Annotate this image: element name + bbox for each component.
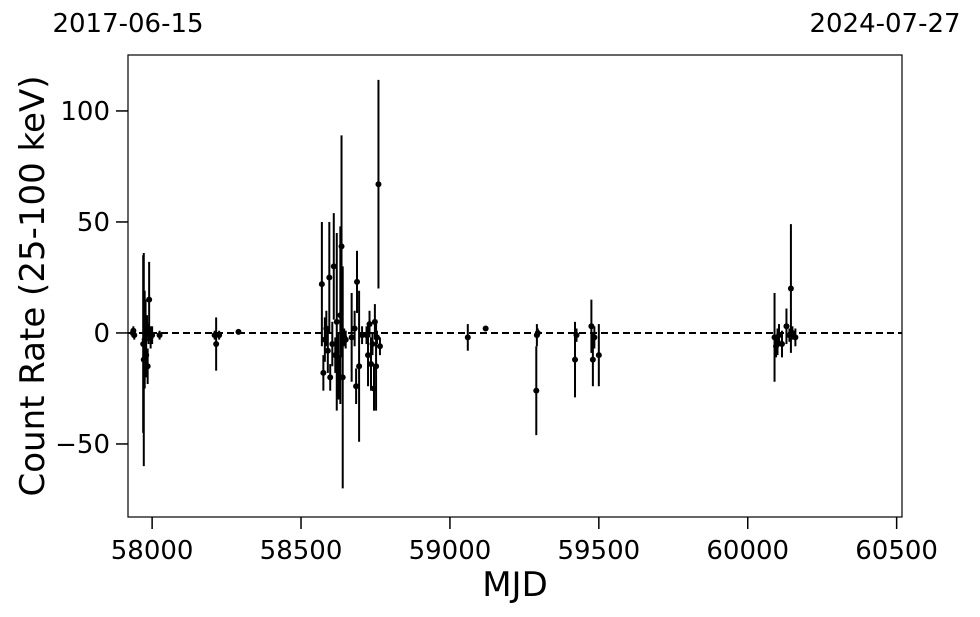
- data-point: [373, 363, 380, 370]
- x-axis-label: MJD: [482, 565, 548, 605]
- data-point: [464, 334, 471, 341]
- data-point: [131, 332, 138, 339]
- data-point: [589, 356, 596, 363]
- data-point: [329, 341, 336, 348]
- data-point: [376, 343, 383, 350]
- data-point: [348, 334, 355, 341]
- data-point: [789, 329, 796, 336]
- data-point: [365, 352, 372, 359]
- data-point: [144, 363, 151, 370]
- data-point: [375, 181, 382, 188]
- data-point: [573, 332, 580, 339]
- data-point: [356, 363, 363, 370]
- data-point: [368, 361, 375, 368]
- data-point: [533, 387, 540, 394]
- data-point: [354, 278, 361, 285]
- data-point: [595, 352, 602, 359]
- data-point: [792, 334, 799, 341]
- top-date-label: 2024-07-27: [809, 9, 960, 39]
- plot-frame: [127, 54, 903, 518]
- data-point: [330, 263, 337, 270]
- data-point: [373, 334, 380, 341]
- data-point: [351, 325, 358, 332]
- data-point: [776, 332, 783, 339]
- data-point: [333, 318, 340, 325]
- data-point: [213, 341, 220, 348]
- data-point: [342, 336, 349, 343]
- data-point: [324, 347, 331, 354]
- x-tick-label: 58500: [260, 536, 343, 566]
- data-point: [369, 341, 376, 348]
- y-tick-label: 0: [93, 319, 110, 349]
- data-point: [353, 383, 360, 390]
- data-point: [482, 325, 489, 332]
- data-point: [572, 356, 579, 363]
- data-point: [787, 285, 794, 292]
- data-point: [318, 281, 325, 288]
- data-point: [156, 332, 163, 339]
- x-tick-label: 60500: [855, 536, 938, 566]
- x-tick-label: 60000: [706, 536, 789, 566]
- data-point: [339, 374, 346, 381]
- data-point: [149, 332, 156, 339]
- data-point: [366, 321, 373, 328]
- data-point: [591, 334, 598, 341]
- data-point: [146, 296, 153, 303]
- data-point: [778, 341, 785, 348]
- data-point: [783, 323, 790, 330]
- y-tick-label: 50: [77, 208, 110, 238]
- top-date-label: 2017-06-15: [52, 9, 203, 39]
- y-axis-label: Count Rate (25-100 keV): [13, 76, 53, 497]
- data-point: [216, 332, 223, 339]
- x-tick-label: 58000: [111, 536, 194, 566]
- data-point: [320, 369, 327, 376]
- x-tick-label: 59000: [409, 536, 492, 566]
- data-point: [588, 323, 595, 330]
- x-tick-label: 59500: [557, 536, 640, 566]
- data-point: [327, 374, 334, 381]
- y-tick-label: 100: [60, 97, 110, 127]
- data-point: [235, 328, 242, 335]
- y-tick-label: −50: [55, 430, 110, 460]
- data-point: [359, 332, 366, 339]
- data-point: [326, 274, 333, 281]
- data-point: [338, 243, 345, 250]
- data-point: [534, 329, 541, 336]
